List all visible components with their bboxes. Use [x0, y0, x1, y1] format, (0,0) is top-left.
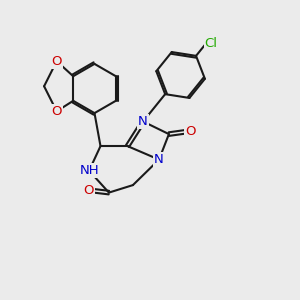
Text: Cl: Cl: [205, 37, 218, 50]
Text: O: O: [51, 105, 62, 118]
Text: O: O: [51, 55, 62, 68]
Text: NH: NH: [79, 164, 99, 177]
Text: O: O: [185, 124, 196, 138]
Text: N: N: [154, 153, 164, 166]
Text: N: N: [138, 115, 148, 128]
Text: O: O: [83, 184, 94, 197]
